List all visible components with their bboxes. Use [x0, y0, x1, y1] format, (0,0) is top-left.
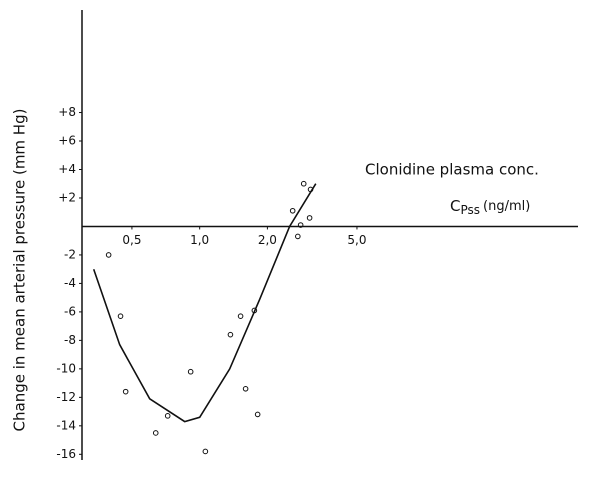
data-point — [202, 448, 209, 455]
y-tick-label: -2 — [64, 247, 76, 261]
y-tick-label: -14 — [56, 418, 76, 432]
x-tick-label: 2,0 — [258, 233, 277, 247]
y-tick-label: +8 — [58, 105, 76, 119]
y-axis-label: Change in mean arterial pressure (mm Hg) — [11, 109, 29, 432]
data-point — [242, 385, 249, 392]
y-tick-label: +2 — [58, 190, 76, 204]
y-tick-label: -16 — [56, 447, 76, 461]
fit-curve — [92, 183, 317, 423]
data-point — [297, 222, 304, 228]
x-tick-label: 5,0 — [347, 233, 366, 247]
y-tick-label: +6 — [58, 134, 76, 148]
data-point — [254, 411, 261, 418]
data-point — [152, 430, 159, 436]
y-tick-label: +4 — [58, 162, 76, 176]
y-tick-label: -12 — [56, 390, 76, 404]
data-point — [227, 331, 234, 338]
data-point — [122, 388, 129, 395]
x-tick-label: 1,0 — [190, 233, 209, 247]
data-point — [300, 180, 307, 187]
x-axis-label: Clonidine plasma conc. — [365, 161, 539, 179]
data-point — [117, 313, 124, 319]
data-point — [237, 313, 244, 319]
y-tick-label: -6 — [64, 304, 76, 318]
y-tick-label: -4 — [64, 276, 76, 290]
x-tick-label: 0,5 — [122, 233, 141, 247]
y-tick-label: -10 — [56, 361, 76, 375]
data-point — [306, 215, 313, 221]
x-symbol-main: C — [450, 197, 460, 215]
x-symbol-sub: Pss — [460, 203, 480, 217]
x-unit: (ng/ml) — [483, 199, 530, 214]
data-point — [251, 307, 258, 314]
data-point — [307, 186, 314, 193]
y-tick-label: -8 — [64, 333, 76, 347]
x-symbol: CPss (ng/ml) — [450, 197, 530, 217]
data-point — [164, 413, 171, 419]
data-point — [105, 252, 112, 258]
data-point — [295, 233, 301, 240]
data-point — [187, 368, 194, 375]
data-point — [289, 207, 296, 214]
